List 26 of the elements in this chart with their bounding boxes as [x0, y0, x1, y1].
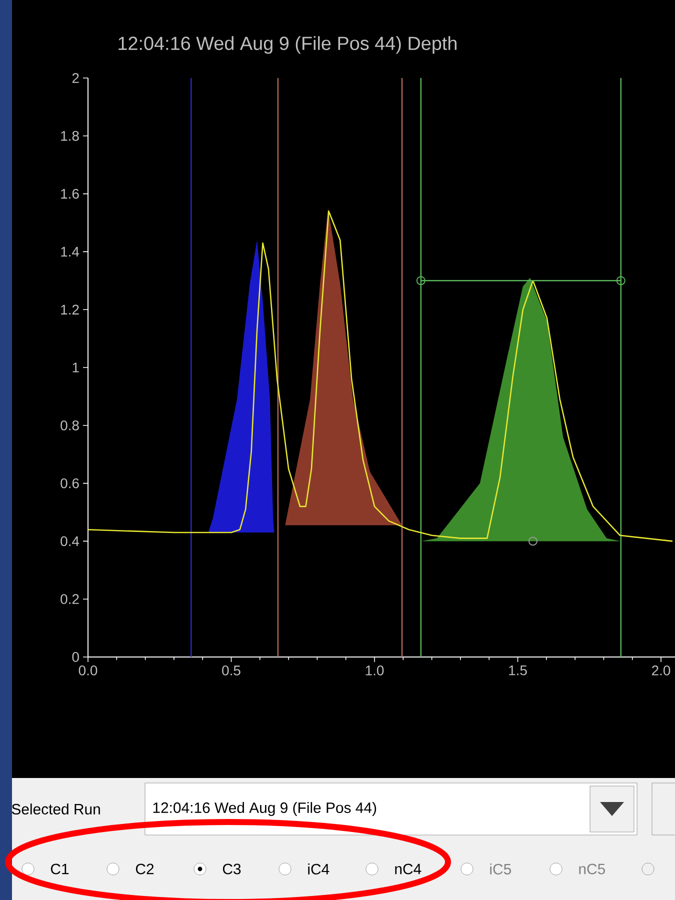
- text: C2: [136, 864, 154, 874]
- y-tick-label: 1: [72, 362, 79, 372]
- y-tick-label: 0.8: [60, 420, 79, 430]
- text: C3: [222, 864, 241, 874]
- text: Selected Run: [12, 804, 100, 814]
- y-tick-label: 0.4: [60, 536, 80, 546]
- x-tick-label: 2.0: [652, 666, 670, 676]
- y-tick-label: 1.8: [61, 130, 79, 141]
- text: iC5: [490, 864, 511, 874]
- x-tick-label: 1.0: [366, 666, 384, 676]
- y-tick-label: 1.6: [61, 188, 79, 199]
- y-tick-label: 1.4: [61, 246, 80, 256]
- x-tick-label: 0.0: [78, 666, 98, 676]
- text: iC4: [308, 864, 330, 874]
- text: 12:04:16 Wed Aug 9 (File Pos 44): [153, 802, 376, 816]
- y-tick-label: 0.6: [60, 478, 79, 488]
- x-tick-label: 0.5: [222, 666, 240, 676]
- y-tick-label: 0.2: [60, 594, 79, 604]
- text: nC4: [395, 864, 422, 874]
- y-tick-label: 0: [72, 652, 79, 662]
- y-tick-label: 2: [72, 73, 79, 83]
- y-tick-label: 1.2: [61, 304, 79, 314]
- text: nC5: [579, 864, 605, 874]
- text: C1: [50, 864, 69, 874]
- x-tick-label: 1.5: [509, 666, 527, 676]
- chart-title: 12:04:16 Wed Aug 9 (File Pos 44) Depth: [118, 36, 456, 54]
